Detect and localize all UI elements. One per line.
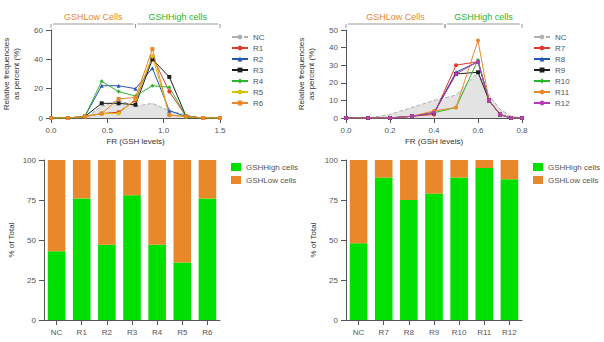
svg-text:GSHLow Cells: GSHLow Cells [64, 12, 123, 22]
svg-text:R8: R8 [555, 55, 566, 64]
svg-text:FR (GSH levels): FR (GSH levels) [106, 137, 165, 146]
svg-text:R3: R3 [253, 66, 264, 75]
svg-text:R10: R10 [452, 328, 467, 337]
svg-text:R2: R2 [102, 328, 113, 337]
svg-text:0.0: 0.0 [340, 126, 352, 135]
svg-text:GSHHigh cells: GSHHigh cells [148, 12, 207, 22]
svg-text:0.6: 0.6 [472, 126, 484, 135]
svg-text:GSHHigh cells: GSHHigh cells [246, 163, 298, 172]
svg-text:Relative frequencies: Relative frequencies [2, 38, 11, 110]
svg-text:% of Total: % of Total [7, 222, 16, 257]
svg-text:R3: R3 [127, 328, 138, 337]
svg-text:R4: R4 [152, 328, 163, 337]
svg-text:R2: R2 [253, 55, 264, 64]
svg-text:R9: R9 [555, 66, 566, 75]
svg-text:0.5: 0.5 [102, 126, 114, 135]
svg-text:30: 30 [329, 61, 338, 70]
svg-text:50: 50 [329, 236, 338, 245]
svg-text:R6: R6 [202, 328, 213, 337]
svg-text:R5: R5 [253, 88, 264, 97]
svg-text:R8: R8 [404, 328, 415, 337]
svg-text:75: 75 [329, 196, 338, 205]
svg-text:R7: R7 [379, 328, 390, 337]
svg-text:% of Total: % of Total [309, 222, 318, 257]
svg-text:Relative frequencies: Relative frequencies [297, 38, 306, 110]
svg-text:R1: R1 [253, 44, 264, 53]
svg-text:R7: R7 [555, 44, 566, 53]
svg-text:GSHHigh cells: GSHHigh cells [454, 12, 513, 22]
svg-text:0: 0 [334, 316, 339, 325]
svg-text:50: 50 [27, 236, 36, 245]
svg-text:25: 25 [329, 276, 338, 285]
svg-text:0: 0 [32, 316, 37, 325]
svg-text:1.0: 1.0 [158, 126, 170, 135]
svg-text:R9: R9 [429, 328, 440, 337]
svg-text:NC: NC [555, 33, 567, 42]
svg-text:R4: R4 [253, 77, 264, 86]
svg-text:50: 50 [329, 26, 338, 35]
svg-text:25: 25 [27, 276, 36, 285]
svg-text:NC: NC [51, 328, 63, 337]
svg-text:R11: R11 [555, 88, 570, 97]
svg-text:40: 40 [329, 43, 338, 52]
svg-text:0.2: 0.2 [384, 126, 396, 135]
svg-text:0.8: 0.8 [516, 126, 528, 135]
svg-text:40: 40 [34, 55, 43, 64]
svg-text:R1: R1 [77, 328, 88, 337]
svg-text:R10: R10 [555, 77, 570, 86]
svg-text:R12: R12 [502, 328, 517, 337]
svg-text:R5: R5 [177, 328, 188, 337]
svg-text:R6: R6 [253, 99, 264, 108]
svg-text:10: 10 [329, 96, 338, 105]
svg-text:GSHLow cells: GSHLow cells [246, 176, 296, 185]
svg-text:0.4: 0.4 [428, 126, 440, 135]
svg-text:GSHLow Cells: GSHLow Cells [366, 12, 425, 22]
svg-text:as percent (%): as percent (%) [307, 48, 316, 100]
svg-text:NC: NC [253, 33, 265, 42]
svg-text:FR (GSH levels): FR (GSH levels) [405, 137, 464, 146]
svg-text:60: 60 [34, 26, 43, 35]
svg-text:0: 0 [334, 114, 339, 123]
svg-text:as percent (%): as percent (%) [12, 48, 21, 100]
svg-text:20: 20 [329, 78, 338, 87]
svg-text:1.5: 1.5 [214, 126, 226, 135]
svg-text:100: 100 [23, 156, 37, 165]
svg-text:GSHLow cells: GSHLow cells [548, 176, 598, 185]
svg-text:GSHHigh cells: GSHHigh cells [548, 163, 600, 172]
svg-text:NC: NC [353, 328, 365, 337]
svg-text:100: 100 [325, 156, 339, 165]
svg-text:20: 20 [34, 84, 43, 93]
svg-text:R12: R12 [555, 99, 570, 108]
svg-text:75: 75 [27, 196, 36, 205]
svg-text:0.0: 0.0 [45, 126, 57, 135]
svg-text:R11: R11 [477, 328, 492, 337]
svg-text:0: 0 [39, 114, 44, 123]
